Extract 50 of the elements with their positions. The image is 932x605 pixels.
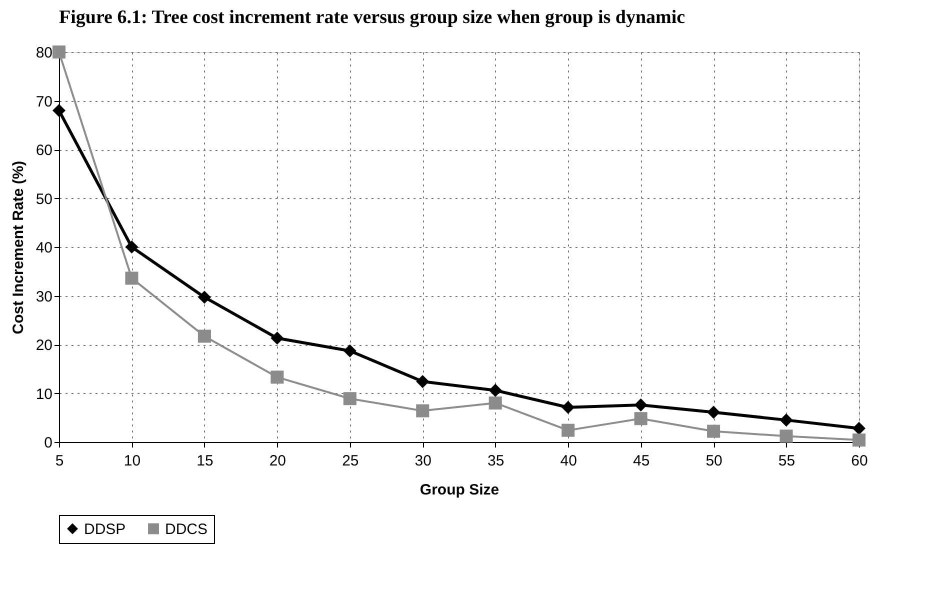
point xyxy=(634,398,648,412)
point xyxy=(707,424,720,438)
point xyxy=(343,392,356,406)
point xyxy=(198,330,211,343)
x-tick-label: 40 xyxy=(560,452,577,470)
point xyxy=(343,344,356,358)
y-tick-label: 60 xyxy=(36,142,52,159)
x-tick-label: 60 xyxy=(851,452,868,470)
point xyxy=(562,424,575,437)
x-tick-label: 20 xyxy=(269,452,286,470)
point xyxy=(270,332,284,345)
point xyxy=(52,45,66,59)
x-tick-label: 10 xyxy=(124,452,141,470)
y-tick-label: 0 xyxy=(44,434,52,452)
legend-label: DDCS xyxy=(165,520,208,538)
point xyxy=(780,430,793,443)
x-tick-label: 50 xyxy=(706,452,722,470)
y-tick-label: 30 xyxy=(36,288,52,306)
point xyxy=(852,422,866,435)
x-tick-label: 5 xyxy=(55,452,64,470)
point xyxy=(270,370,284,384)
point xyxy=(416,375,430,388)
y-axis-title: Cost Increment Rate (%) xyxy=(10,160,27,334)
x-tick-label: 45 xyxy=(632,452,650,470)
x-tick-label: 55 xyxy=(778,452,796,470)
y-tick-label: 40 xyxy=(36,240,52,256)
x-tick-label: 15 xyxy=(196,452,214,470)
x-tick-label: 30 xyxy=(414,452,432,470)
point xyxy=(780,414,793,427)
point xyxy=(488,384,502,397)
x-tick-label: 35 xyxy=(488,452,504,470)
point xyxy=(707,406,720,419)
point xyxy=(488,396,502,410)
point xyxy=(198,290,211,304)
y-tick-label: 50 xyxy=(36,190,52,208)
y-tick-label: 10 xyxy=(36,386,52,403)
point xyxy=(125,240,138,254)
chart-title: Figure 6.1: Tree cost increment rate versus group size when group is dynamic xyxy=(59,7,686,28)
y-tick-label: 80 xyxy=(36,44,52,62)
y-tick-label: 20 xyxy=(36,337,52,354)
point xyxy=(562,400,575,414)
x-tick-label: 25 xyxy=(342,452,359,470)
y-tick-label: 70 xyxy=(36,93,52,110)
x-axis-title: Group Size xyxy=(420,482,500,498)
point xyxy=(852,434,866,447)
legend-label: DDSP xyxy=(84,520,126,538)
point xyxy=(416,404,430,418)
point xyxy=(125,272,138,285)
point xyxy=(634,412,648,426)
point xyxy=(52,104,66,118)
